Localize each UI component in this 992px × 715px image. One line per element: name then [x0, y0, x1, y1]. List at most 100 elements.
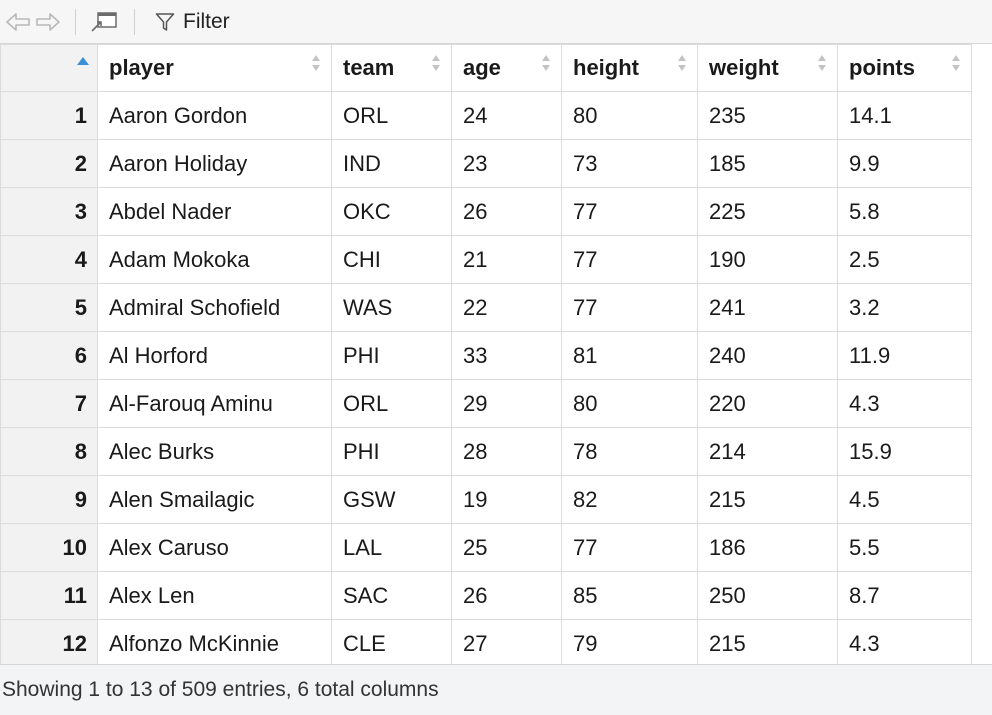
cell-age: 25 [451, 523, 562, 572]
column-label: player [109, 55, 174, 80]
cell-player: Al Horford [97, 331, 332, 380]
cell-weight: 185 [697, 139, 838, 188]
sort-arrows-icon [818, 55, 826, 71]
cell-age: 33 [451, 331, 562, 380]
column-label: age [463, 55, 501, 80]
filter-button[interactable]: Filter [155, 10, 230, 34]
cell-team: CHI [331, 235, 452, 284]
cell-points: 5.5 [837, 523, 972, 572]
row-index: 11 [0, 571, 98, 620]
cell-player: Alen Smailagic [97, 475, 332, 524]
cell-team: IND [331, 139, 452, 188]
row-index: 3 [0, 187, 98, 236]
data-grid: player team age height weight points 1 Aa… [0, 44, 972, 668]
cell-height: 80 [561, 91, 698, 140]
scroll-gutter [972, 44, 992, 664]
row-index: 6 [0, 331, 98, 380]
table-row: 2 Aaron Holiday IND 23 73 185 9.9 [0, 139, 972, 188]
cell-weight: 190 [697, 235, 838, 284]
cell-height: 73 [561, 139, 698, 188]
cell-player: Alex Len [97, 571, 332, 620]
sort-arrows-icon [678, 55, 686, 71]
cell-points: 9.9 [837, 139, 972, 188]
row-index-header[interactable] [0, 44, 98, 92]
cell-age: 26 [451, 187, 562, 236]
filter-funnel-icon [155, 12, 175, 32]
column-header-player[interactable]: player [97, 44, 332, 92]
table-row: 4 Adam Mokoka CHI 21 77 190 2.5 [0, 235, 972, 284]
table-row: 1 Aaron Gordon ORL 24 80 235 14.1 [0, 91, 972, 140]
table-row: 12 Alfonzo McKinnie CLE 27 79 215 4.3 [0, 619, 972, 668]
cell-weight: 214 [697, 427, 838, 476]
cell-height: 77 [561, 283, 698, 332]
column-label: points [849, 55, 915, 80]
filter-label: Filter [183, 9, 230, 33]
cell-points: 14.1 [837, 91, 972, 140]
table-row: 10 Alex Caruso LAL 25 77 186 5.5 [0, 523, 972, 572]
cell-age: 28 [451, 427, 562, 476]
column-header-team[interactable]: team [331, 44, 452, 92]
cell-height: 77 [561, 523, 698, 572]
cell-age: 26 [451, 571, 562, 620]
cell-team: LAL [331, 523, 452, 572]
cell-team: PHI [331, 427, 452, 476]
header-row: player team age height weight points [0, 44, 972, 92]
column-header-weight[interactable]: weight [697, 44, 838, 92]
cell-team: GSW [331, 475, 452, 524]
forward-arrow-icon[interactable] [35, 7, 61, 37]
row-index: 1 [0, 91, 98, 140]
sort-ascending-icon [77, 57, 89, 65]
cell-player: Abdel Nader [97, 187, 332, 236]
table-row: 11 Alex Len SAC 26 85 250 8.7 [0, 571, 972, 620]
status-text: Showing 1 to 13 of 509 entries, 6 total … [2, 678, 439, 701]
column-label: team [343, 55, 395, 80]
back-arrow-icon[interactable] [5, 7, 31, 37]
cell-player: Alfonzo McKinnie [97, 619, 332, 668]
cell-age: 29 [451, 379, 562, 428]
cell-points: 4.3 [837, 619, 972, 668]
column-header-height[interactable]: height [561, 44, 698, 92]
cell-points: 11.9 [837, 331, 972, 380]
cell-height: 80 [561, 379, 698, 428]
cell-player: Alec Burks [97, 427, 332, 476]
column-header-points[interactable]: points [837, 44, 972, 92]
popout-window-icon[interactable] [88, 7, 120, 37]
row-index: 7 [0, 379, 98, 428]
cell-height: 77 [561, 187, 698, 236]
toolbar-divider [134, 8, 135, 35]
cell-weight: 240 [697, 331, 838, 380]
cell-points: 3.2 [837, 283, 972, 332]
data-table: player team age height weight points 1 Aa… [0, 44, 972, 668]
cell-player: Admiral Schofield [97, 283, 332, 332]
cell-team: ORL [331, 379, 452, 428]
cell-weight: 186 [697, 523, 838, 572]
row-index: 9 [0, 475, 98, 524]
cell-age: 23 [451, 139, 562, 188]
row-index: 5 [0, 283, 98, 332]
cell-height: 81 [561, 331, 698, 380]
table-row: 9 Alen Smailagic GSW 19 82 215 4.5 [0, 475, 972, 524]
row-index: 8 [0, 427, 98, 476]
cell-weight: 220 [697, 379, 838, 428]
table-row: 8 Alec Burks PHI 28 78 214 15.9 [0, 427, 972, 476]
cell-weight: 225 [697, 187, 838, 236]
table-row: 7 Al-Farouq Aminu ORL 29 80 220 4.3 [0, 379, 972, 428]
cell-points: 4.5 [837, 475, 972, 524]
cell-age: 21 [451, 235, 562, 284]
sort-arrows-icon [952, 55, 960, 71]
cell-weight: 241 [697, 283, 838, 332]
sort-arrows-icon [312, 55, 320, 71]
cell-team: ORL [331, 91, 452, 140]
cell-age: 27 [451, 619, 562, 668]
cell-weight: 250 [697, 571, 838, 620]
cell-team: WAS [331, 283, 452, 332]
cell-age: 24 [451, 91, 562, 140]
column-header-age[interactable]: age [451, 44, 562, 92]
cell-points: 5.8 [837, 187, 972, 236]
cell-age: 22 [451, 283, 562, 332]
cell-height: 79 [561, 619, 698, 668]
table-row: 5 Admiral Schofield WAS 22 77 241 3.2 [0, 283, 972, 332]
cell-team: SAC [331, 571, 452, 620]
cell-points: 15.9 [837, 427, 972, 476]
cell-team: OKC [331, 187, 452, 236]
